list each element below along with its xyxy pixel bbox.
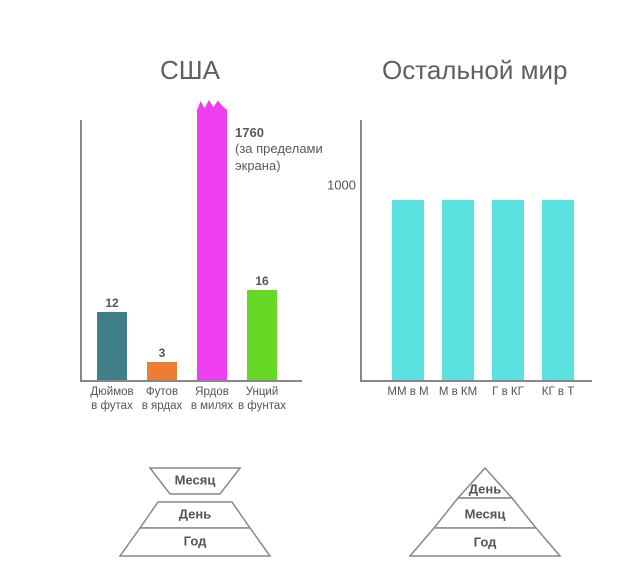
left-title: США: [160, 55, 220, 86]
x-label: Ярдов в милях: [184, 386, 240, 414]
date-pyramid-world: День Месяц Год: [400, 468, 570, 558]
offscreen-text: (за пределами экрана): [235, 141, 325, 174]
pyramid-layer-label: Год: [184, 533, 207, 548]
offscreen-annotation: 1760 (за пределами экрана): [235, 125, 325, 174]
bar-ounces-per-pound: 16: [247, 290, 277, 380]
y-tick-label: 1000: [327, 178, 356, 193]
pyramid-layer-label: Год: [474, 534, 497, 549]
right-title: Остальной мир: [382, 55, 567, 86]
bar-mm-in-m: [392, 200, 424, 380]
bar-feet-per-yard: 3: [147, 362, 177, 380]
world-bar-chart: 1000 ММ в М М в КМ Г в КГ КГ в Т: [360, 120, 592, 382]
pyramid-layer-label: Месяц: [465, 506, 506, 521]
bar-value-label: 12: [97, 296, 127, 310]
bar-g-in-kg: [492, 200, 524, 380]
offscreen-value: 1760: [235, 125, 325, 141]
bar-yards-per-mile: [197, 110, 227, 380]
bar-value-label: 16: [247, 274, 277, 288]
bar-kg-in-t: [542, 200, 574, 380]
pyramid-layer-label: День: [179, 506, 212, 521]
x-label: Унций в фунтах: [234, 386, 290, 414]
x-label: Дюймов в футах: [84, 386, 140, 414]
pyramid-layer-label: Месяц: [175, 472, 216, 487]
page-root: США Остальной мир 12 3 16 Дюймов в футах…: [0, 0, 640, 572]
date-pyramid-usa: Месяц День Год: [110, 468, 280, 558]
offscreen-jagged-top: [197, 100, 227, 110]
bar-inches-per-foot: 12: [97, 312, 127, 380]
pyramid-layer-label: День: [469, 481, 502, 496]
x-label: Футов в ярдах: [134, 386, 190, 414]
bar-value-label: 3: [147, 346, 177, 360]
x-label: КГ в Т: [528, 386, 588, 400]
bar-m-in-km: [442, 200, 474, 380]
